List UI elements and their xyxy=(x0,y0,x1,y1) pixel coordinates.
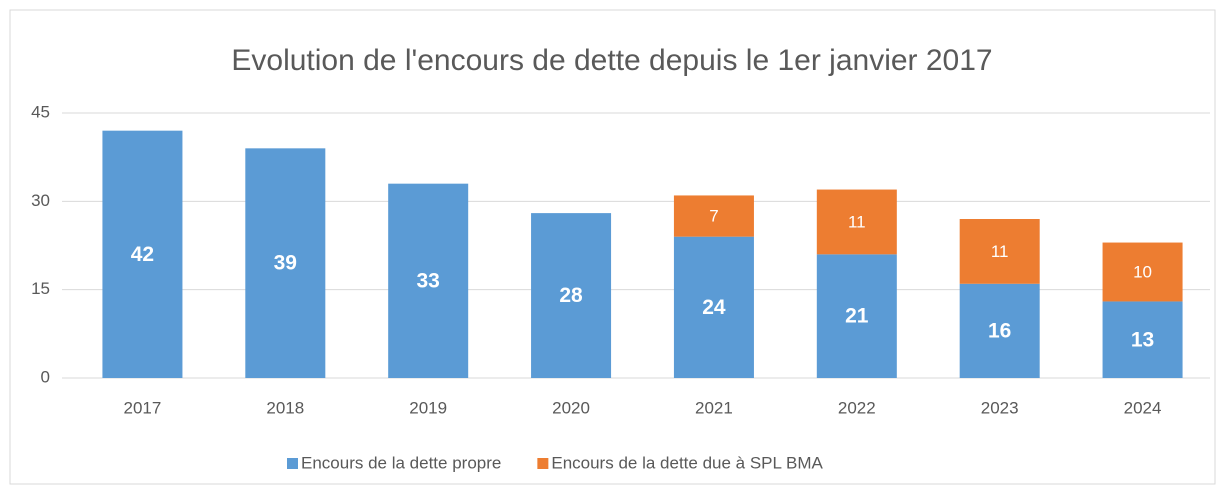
y-tick-label: 15 xyxy=(31,279,50,298)
data-label: 11 xyxy=(991,242,1009,261)
bar-segment xyxy=(816,254,897,378)
data-label: 21 xyxy=(845,305,869,328)
legend-label: Encours de la dette propre xyxy=(301,453,501,472)
legend-swatch xyxy=(537,458,549,469)
x-tick-label: 2020 xyxy=(552,398,590,417)
bar-segment xyxy=(959,219,1040,284)
data-label: 28 xyxy=(559,284,583,307)
y-tick-label: 45 xyxy=(31,102,50,121)
chart-title: Evolution de l'encours de dette depuis l… xyxy=(231,44,992,77)
bar-segment xyxy=(388,183,469,378)
x-tick-label: 2021 xyxy=(695,398,733,417)
legend-label: Encours de la dette due à SPL BMA xyxy=(551,453,823,472)
data-label: 33 xyxy=(417,269,440,292)
bar-segment xyxy=(959,283,1040,378)
bar-segment xyxy=(102,130,183,378)
bar-segment xyxy=(531,213,612,378)
data-label: 16 xyxy=(988,319,1011,342)
x-tick-label: 2022 xyxy=(838,398,876,417)
x-tick-label: 2018 xyxy=(266,398,304,417)
legend-swatch xyxy=(287,458,298,469)
data-label: 10 xyxy=(1133,262,1152,281)
bar-segment xyxy=(816,189,897,255)
x-tick-label: 2023 xyxy=(981,398,1019,417)
bar-segment xyxy=(1102,242,1183,302)
bar-segment xyxy=(1102,301,1183,378)
bar-segment xyxy=(673,195,754,237)
data-label: 11 xyxy=(848,212,866,231)
x-tick-label: 2019 xyxy=(409,398,447,417)
data-label: 24 xyxy=(702,296,726,319)
data-label: 7 xyxy=(709,207,718,226)
bar-segment xyxy=(673,236,754,378)
y-tick-label: 30 xyxy=(31,191,50,210)
x-tick-label: 2024 xyxy=(1124,398,1162,417)
data-label: 39 xyxy=(274,252,297,275)
y-tick-label: 0 xyxy=(41,367,50,386)
x-tick-label: 2017 xyxy=(124,398,162,417)
data-label: 42 xyxy=(131,243,154,266)
data-label: 13 xyxy=(1131,328,1154,351)
bar-segment xyxy=(245,148,326,378)
